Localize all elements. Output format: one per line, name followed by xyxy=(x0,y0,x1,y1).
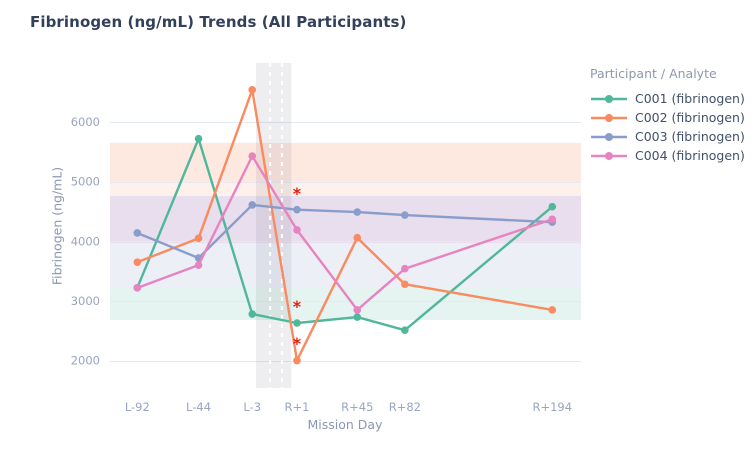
chart-title: Fibrinogen (ng/mL) Trends (All Participa… xyxy=(30,13,407,31)
data-point-c002-l-92[interactable] xyxy=(133,258,142,266)
y-tick-label: 2000 xyxy=(71,354,100,368)
reference-band-1 xyxy=(110,142,581,196)
data-point-c004-r+82[interactable] xyxy=(401,264,409,273)
data-point-c003-l-92[interactable] xyxy=(133,229,142,237)
data-point-c004-r+1[interactable] xyxy=(293,226,301,234)
legend-line-icon xyxy=(591,113,627,122)
data-point-c003-l-3[interactable] xyxy=(248,201,257,209)
legend-item-label: C001 (fibrinogen) xyxy=(635,91,745,106)
legend-items: C001 (fibrinogen) C002 (fibrinogen) C003 (… xyxy=(590,89,750,165)
legend-item-label: C003 (fibrinogen) xyxy=(635,129,745,144)
y-tick-label: 5000 xyxy=(71,175,100,189)
data-point-c004-l-3[interactable] xyxy=(248,152,257,160)
legend-title: Participant / Analyte xyxy=(590,66,717,81)
significance-asterisk: * xyxy=(293,297,302,316)
data-point-c002-l-44[interactable] xyxy=(194,234,203,243)
y-axis-title: Fibrinogen (ng/mL) xyxy=(49,166,65,286)
data-point-c001-r+1[interactable] xyxy=(293,319,301,327)
data-point-c001-r+45[interactable] xyxy=(353,313,362,321)
legend-item-c002[interactable]: C002 (fibrinogen) xyxy=(590,108,750,127)
x-tick-label: L-92 xyxy=(125,400,150,414)
x-tick-label: R+194 xyxy=(532,400,572,414)
data-point-c003-r+1[interactable] xyxy=(293,205,301,214)
significance-asterisk: * xyxy=(293,334,302,353)
data-point-c002-r+82[interactable] xyxy=(401,280,409,289)
data-point-c002-r+1[interactable] xyxy=(293,356,301,365)
data-point-c001-l-44[interactable] xyxy=(194,134,203,143)
x-axis-title: Mission Day xyxy=(307,417,383,432)
legend-line-icon xyxy=(591,151,627,160)
x-tick-label: R+1 xyxy=(285,400,310,414)
y-tick-label: 4000 xyxy=(71,234,100,248)
x-tick-label: R+45 xyxy=(341,400,373,414)
data-point-c002-r+194[interactable] xyxy=(548,306,557,314)
data-point-c003-r+45[interactable] xyxy=(353,208,362,216)
data-point-c004-l-44[interactable] xyxy=(194,261,203,269)
x-tick-label: R+82 xyxy=(389,400,421,414)
legend-item-c001[interactable]: C001 (fibrinogen) xyxy=(590,89,750,108)
legend-item-c003[interactable]: C003 (fibrinogen) xyxy=(590,127,750,146)
legend-line-icon xyxy=(591,132,627,141)
legend-item-c004[interactable]: C004 (fibrinogen) xyxy=(590,146,750,165)
data-point-c001-r+194[interactable] xyxy=(548,202,557,211)
data-point-c002-r+45[interactable] xyxy=(353,233,362,242)
x-tick-label: L-3 xyxy=(243,400,261,414)
data-point-c003-r+82[interactable] xyxy=(401,211,409,219)
data-point-c004-r+194[interactable] xyxy=(548,215,557,224)
significance-asterisk: * xyxy=(293,184,302,203)
data-point-c002-l-3[interactable] xyxy=(248,86,257,94)
legend-item-label: C004 (fibrinogen) xyxy=(635,148,745,163)
data-point-c004-r+45[interactable] xyxy=(353,306,362,314)
x-tick-label: L-44 xyxy=(186,400,211,414)
legend-item-label: C002 (fibrinogen) xyxy=(635,110,745,125)
y-tick-label: 6000 xyxy=(71,115,100,129)
legend-line-icon xyxy=(591,94,627,103)
data-point-c001-l-3[interactable] xyxy=(248,310,257,318)
y-tick-label: 3000 xyxy=(71,294,100,308)
legend: Participant / Analyte C001 (fibrinogen) C… xyxy=(590,66,750,165)
data-point-c004-l-92[interactable] xyxy=(133,284,142,292)
data-point-c001-r+82[interactable] xyxy=(401,326,409,334)
